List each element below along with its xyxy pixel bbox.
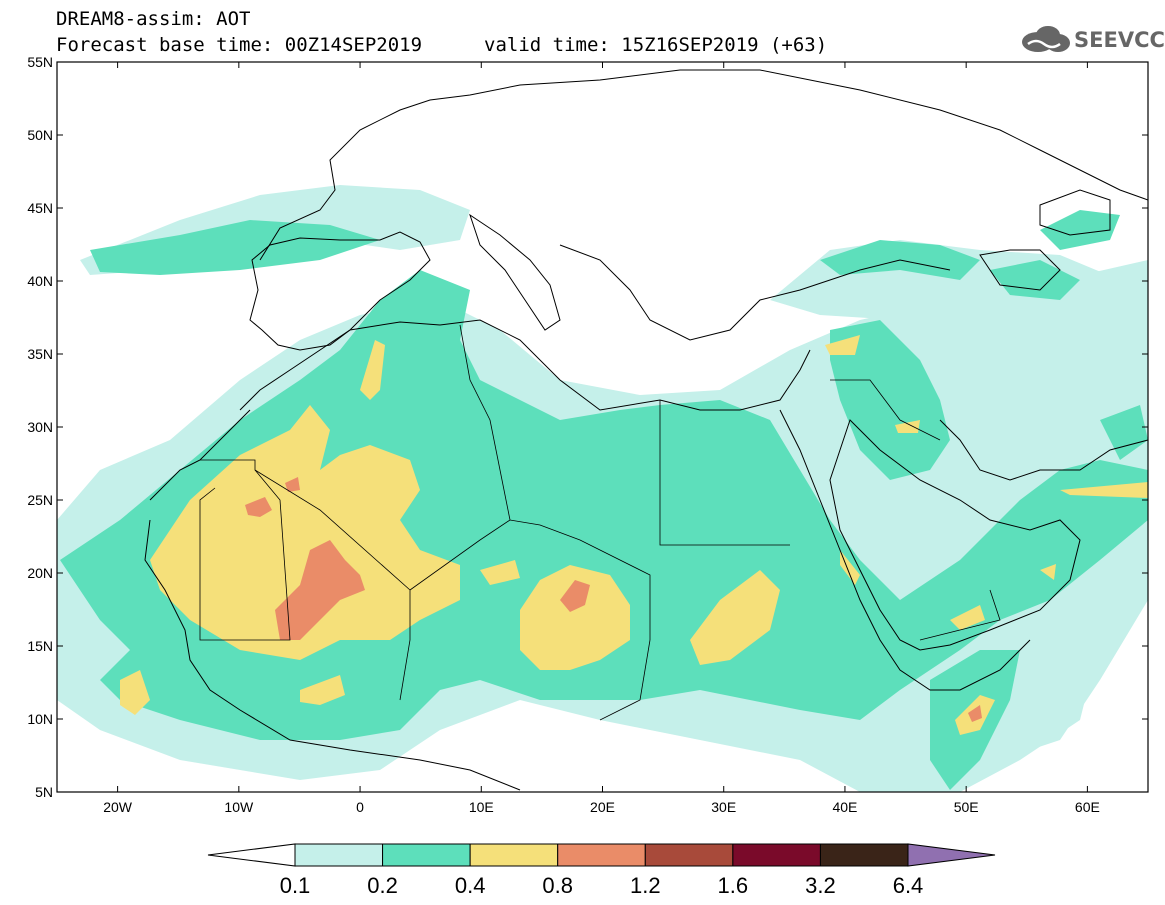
colorbar-label: 0.4: [455, 873, 486, 898]
y-tick-label: 20N: [27, 565, 53, 581]
y-axis: 55N 50N 45N 40N 35N 30N 25N 20N 15N 10N 5N: [27, 54, 1148, 800]
colorbar-box: [819, 843, 909, 867]
colorbar-label: 0.2: [367, 873, 398, 898]
y-tick-label: 15N: [27, 638, 53, 654]
logo-text: SEEVCCC: [1074, 28, 1165, 52]
y-tick-label: 5N: [35, 784, 53, 800]
colorbar-label: 6.4: [893, 873, 924, 898]
colorbar-label: 0.1: [280, 873, 311, 898]
x-tick-label: 60E: [1075, 799, 1100, 815]
x-tick-label: 20E: [590, 799, 615, 815]
forecast-base-time: Forecast base time: 00Z14SEP2019: [56, 34, 423, 56]
y-tick-label: 55N: [27, 54, 53, 70]
x-axis: 20W 10W 0 10E 20E 30E 40E 50E 60E: [103, 62, 1100, 815]
x-tick-label: 50E: [954, 799, 979, 815]
y-tick-label: 50N: [27, 127, 53, 143]
colorbar-box: [732, 843, 821, 867]
colorbar-label: 3.2: [805, 873, 836, 898]
valid-time: valid time: 15Z16SEP2019 (+63): [484, 34, 828, 56]
y-tick-label: 40N: [27, 273, 53, 289]
colorbar-box: [644, 843, 734, 867]
colorbar-box: [382, 843, 471, 867]
x-tick-label: 30E: [711, 799, 736, 815]
colorbar: 0.1 0.2 0.4 0.8 1.2 1.6 3.2 6.4: [207, 843, 996, 898]
colorbar-over-triangle: [907, 843, 996, 867]
colorbar-box: [469, 843, 559, 867]
cloud-icon: [1022, 26, 1070, 52]
y-tick-label: 35N: [27, 346, 53, 362]
aot-contour-0.8: [245, 477, 982, 722]
x-tick-label: 20W: [103, 799, 133, 815]
colorbar-box: [294, 843, 384, 867]
chart-title: DREAM8-assim: AOT: [56, 8, 251, 30]
x-tick-label: 40E: [832, 799, 857, 815]
y-tick-label: 30N: [27, 419, 53, 435]
y-tick-label: 25N: [27, 492, 53, 508]
colorbar-box: [557, 843, 646, 867]
colorbar-label: 1.2: [630, 873, 661, 898]
aot-contour-0.4: [120, 335, 1148, 735]
x-tick-label: 0: [356, 799, 364, 815]
x-tick-label: 10W: [224, 799, 254, 815]
y-tick-label: 10N: [27, 711, 53, 727]
colorbar-under-triangle: [207, 843, 296, 867]
colorbar-label: 0.8: [542, 873, 573, 898]
y-tick-label: 45N: [27, 200, 53, 216]
x-tick-label: 10E: [469, 799, 494, 815]
colorbar-label: 1.6: [718, 873, 749, 898]
country-borders: [199, 324, 1001, 721]
aot-field: [57, 185, 1148, 792]
